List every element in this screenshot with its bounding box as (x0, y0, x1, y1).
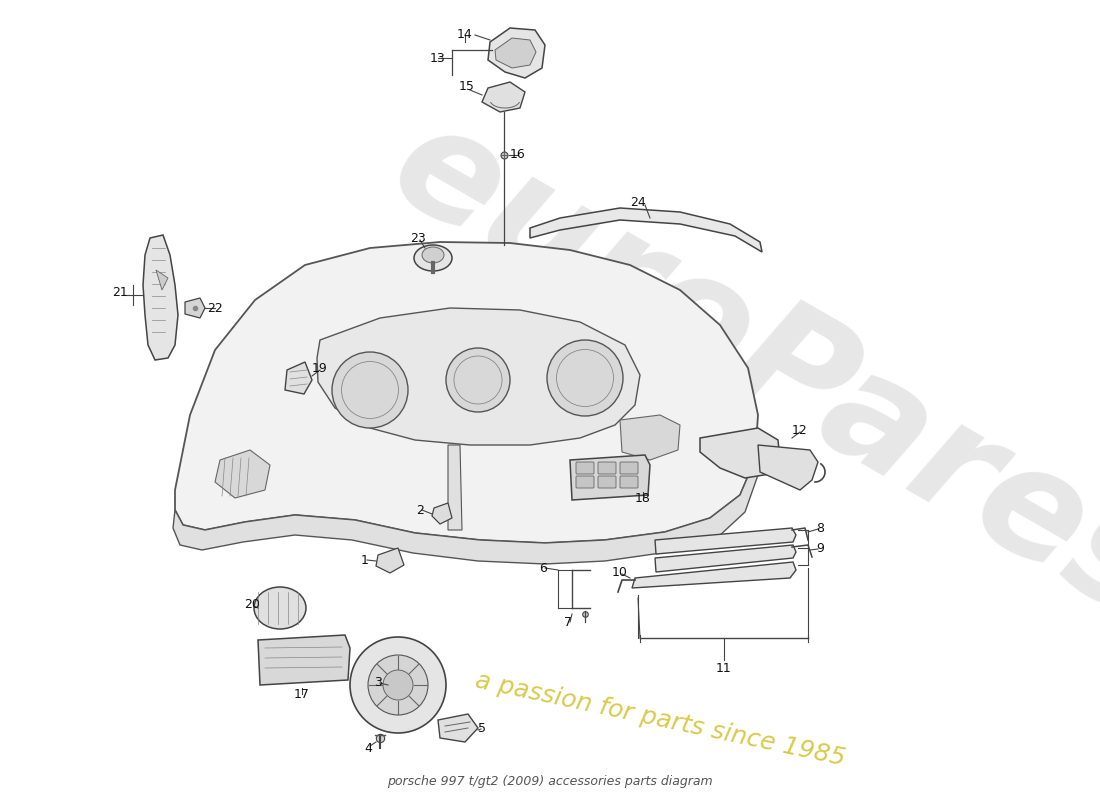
Text: 24: 24 (630, 195, 646, 209)
Polygon shape (258, 635, 350, 685)
Ellipse shape (422, 247, 444, 263)
FancyBboxPatch shape (598, 462, 616, 474)
Polygon shape (654, 528, 796, 554)
Polygon shape (448, 445, 462, 530)
Polygon shape (570, 455, 650, 500)
FancyBboxPatch shape (576, 462, 594, 474)
Text: 5: 5 (478, 722, 486, 734)
FancyBboxPatch shape (620, 462, 638, 474)
Text: 19: 19 (312, 362, 328, 374)
Polygon shape (175, 242, 758, 543)
Text: 20: 20 (244, 598, 260, 611)
FancyBboxPatch shape (598, 476, 616, 488)
Polygon shape (632, 562, 796, 588)
Polygon shape (156, 270, 168, 290)
Polygon shape (620, 415, 680, 460)
Polygon shape (432, 503, 452, 524)
Polygon shape (173, 460, 758, 564)
Polygon shape (482, 82, 525, 112)
Text: 15: 15 (459, 81, 475, 94)
Polygon shape (700, 428, 780, 478)
Polygon shape (495, 38, 536, 68)
Polygon shape (143, 235, 178, 360)
Polygon shape (758, 445, 818, 490)
Text: 11: 11 (716, 662, 732, 674)
Polygon shape (488, 28, 544, 78)
Text: 23: 23 (410, 231, 426, 245)
FancyBboxPatch shape (620, 476, 638, 488)
Circle shape (368, 655, 428, 715)
Text: a passion for parts since 1985: a passion for parts since 1985 (473, 669, 847, 771)
Circle shape (446, 348, 510, 412)
Circle shape (383, 670, 412, 700)
Text: 4: 4 (364, 742, 372, 754)
Circle shape (547, 340, 623, 416)
Text: 13: 13 (430, 51, 446, 65)
Text: 8: 8 (816, 522, 824, 534)
Text: 6: 6 (539, 562, 547, 574)
Circle shape (332, 352, 408, 428)
Text: 17: 17 (294, 689, 310, 702)
Circle shape (350, 637, 446, 733)
Polygon shape (530, 208, 762, 252)
Text: 16: 16 (510, 149, 526, 162)
Text: 12: 12 (792, 423, 807, 437)
Ellipse shape (254, 587, 306, 629)
Polygon shape (317, 308, 640, 445)
Polygon shape (654, 545, 796, 572)
Text: 2: 2 (416, 503, 424, 517)
Polygon shape (185, 298, 205, 318)
Text: euroPares: euroPares (367, 89, 1100, 651)
Text: 3: 3 (374, 675, 382, 689)
Text: porsche 997 t/gt2 (2009) accessories parts diagram: porsche 997 t/gt2 (2009) accessories par… (387, 775, 713, 788)
Text: 22: 22 (207, 302, 223, 314)
Text: 9: 9 (816, 542, 824, 554)
Polygon shape (214, 450, 270, 498)
Text: 10: 10 (612, 566, 628, 578)
Text: 21: 21 (112, 286, 128, 298)
Polygon shape (285, 362, 312, 394)
Text: 1: 1 (361, 554, 368, 566)
Polygon shape (376, 548, 404, 573)
Text: 14: 14 (458, 29, 473, 42)
Ellipse shape (414, 245, 452, 271)
FancyBboxPatch shape (576, 476, 594, 488)
Text: 18: 18 (635, 491, 651, 505)
Text: 7: 7 (564, 617, 572, 630)
Polygon shape (438, 714, 478, 742)
